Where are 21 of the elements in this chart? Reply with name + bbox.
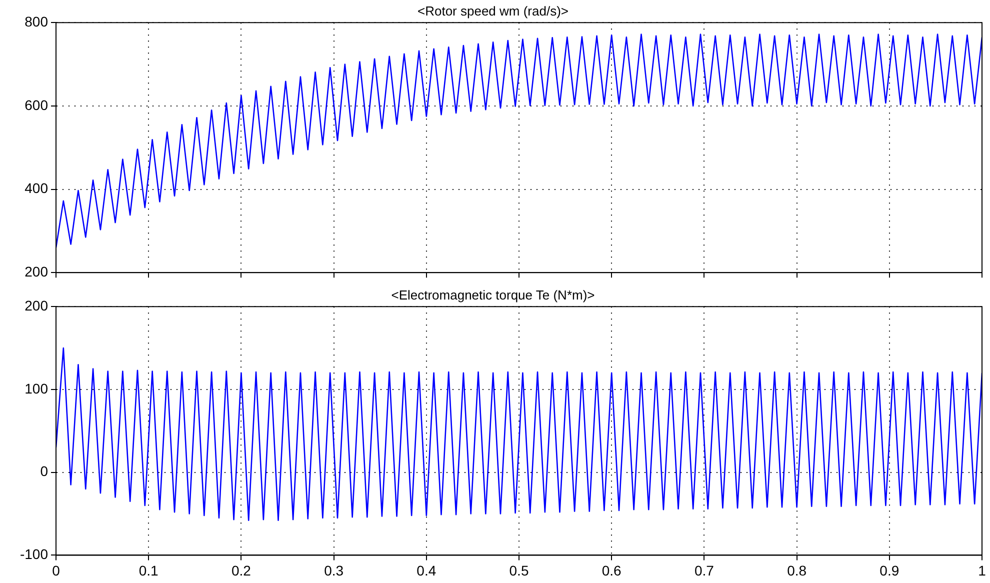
x-tick-label: 1 xyxy=(978,562,986,578)
x-tick-label: 0.6 xyxy=(602,562,622,578)
chart-title: <Rotor speed wm (rad/s)> xyxy=(417,3,569,18)
chart-title: <Electromagnetic torque Te (N*m)> xyxy=(391,287,595,302)
y-tick-label: 200 xyxy=(24,297,48,314)
y-tick-label: 800 xyxy=(24,13,48,30)
x-tick-label: 0.3 xyxy=(324,562,344,578)
x-tick-label: 0.1 xyxy=(138,562,159,578)
y-tick-label: 400 xyxy=(24,180,48,196)
y-tick-label: 0 xyxy=(40,463,48,480)
x-tick-label: 0.5 xyxy=(509,562,529,578)
x-tick-label: 0.8 xyxy=(787,562,807,578)
x-tick-label: 0 xyxy=(52,562,60,578)
y-tick-label: 600 xyxy=(24,96,48,113)
x-tick-label: 0.2 xyxy=(231,562,252,578)
y-tick-label: 200 xyxy=(24,263,48,280)
x-tick-label: 0.9 xyxy=(880,562,900,578)
x-tick-label: 0.4 xyxy=(416,562,436,578)
y-tick-label: -100 xyxy=(20,546,48,562)
y-tick-label: 100 xyxy=(24,380,48,396)
x-tick-label: 0.7 xyxy=(694,562,714,578)
